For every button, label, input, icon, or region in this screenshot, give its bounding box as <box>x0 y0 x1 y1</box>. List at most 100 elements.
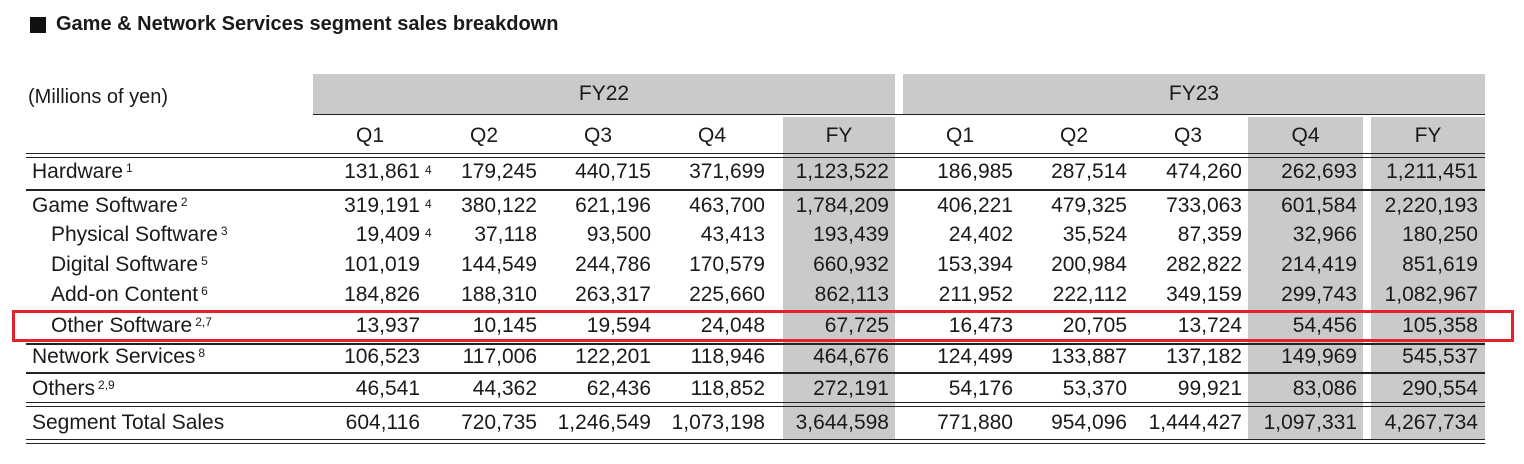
table-cell: 180,250 <box>1348 222 1478 248</box>
row-label-text: Add-on Content <box>51 283 199 306</box>
footnote-marker: 4 <box>425 226 432 240</box>
table-cell: 440,715 <box>521 159 651 185</box>
table-cell: 211,952 <box>883 282 1013 308</box>
table-cell: 545,537 <box>1348 344 1478 370</box>
cell-value: 474,260 <box>1166 160 1242 183</box>
row-label: Digital Software 5 <box>51 252 208 278</box>
cell-value: 149,969 <box>1281 345 1357 368</box>
footnote-marker: 4 <box>425 197 432 211</box>
cell-value: 19,594 <box>586 314 651 337</box>
cell-value: 1,097,331 <box>1263 411 1357 434</box>
cell-value: 222,112 <box>1052 283 1127 306</box>
table-cell: 1,246,549 <box>521 410 651 436</box>
highlight-box <box>12 310 1514 342</box>
cell-value: 406,221 <box>937 194 1013 217</box>
row-label-text: Game Software <box>32 194 178 217</box>
table-cell: 1,784,209 <box>759 193 889 219</box>
cell-value: 263,317 <box>575 283 651 306</box>
table-cell: 463,700 <box>635 193 765 219</box>
header-rule <box>313 114 1485 115</box>
col-header-fy23-q3: Q3 <box>1173 124 1202 147</box>
table-bottom-rule <box>26 439 1485 444</box>
cell-value: 2,220,193 <box>1384 194 1478 217</box>
table-cell: 10,145 <box>407 313 537 339</box>
col-header-fy22-q4: Q4 <box>697 124 726 147</box>
table-cell: 1,082,967 <box>1348 282 1478 308</box>
footnote-marker: 3 <box>220 224 228 238</box>
table-cell: 186,985 <box>883 159 1013 185</box>
table-cell: 137,182 <box>1112 344 1242 370</box>
row-label: Network Services 8 <box>32 344 205 370</box>
table-cell: 225,660 <box>635 282 765 308</box>
row-label: Other Software 2,7 <box>51 313 212 339</box>
cell-value: 67,725 <box>824 314 889 337</box>
cell-value: 13,724 <box>1177 314 1242 337</box>
table-cell: 19,409 4 <box>290 222 432 248</box>
footnote-marker: 1 <box>126 161 133 175</box>
table-cell: 24,402 <box>883 222 1013 248</box>
table-cell: 1,073,198 <box>635 410 765 436</box>
cell-value: 1,082,967 <box>1384 283 1478 306</box>
cell-value: 62,436 <box>586 377 651 400</box>
table-cell: 54,456 <box>1227 313 1357 339</box>
cell-value: 1,123,522 <box>795 160 889 183</box>
table-cell: 262,693 <box>1227 159 1357 185</box>
row-label: Segment Total Sales <box>32 410 224 436</box>
table-cell: 35,524 <box>997 222 1127 248</box>
table-cell: 1,211,451 <box>1348 159 1478 185</box>
cell-value: 349,159 <box>1166 283 1242 306</box>
col-header-fy22-q1: Q1 <box>355 124 384 147</box>
table-cell: 214,419 <box>1227 252 1357 278</box>
table-cell: 37,118 <box>407 222 537 248</box>
cell-value: 720,735 <box>461 411 537 434</box>
row-label: Add-on Content 6 <box>51 282 208 308</box>
cell-value: 24,402 <box>948 223 1013 246</box>
table-cell: 3,644,598 <box>759 410 889 436</box>
cell-value: 601,584 <box>1281 194 1357 217</box>
cell-value: 179,245 <box>461 160 537 183</box>
cell-value: 124,499 <box>937 345 1013 368</box>
table-cell: 13,937 <box>290 313 420 339</box>
table-cell: 101,019 <box>290 252 420 278</box>
table-cell: 851,619 <box>1348 252 1478 278</box>
fy22-header: FY22 <box>578 82 630 105</box>
cell-value: 862,113 <box>814 283 889 306</box>
col-header-fy23-q4: Q4 <box>1291 124 1320 147</box>
table-cell: 184,826 <box>290 282 420 308</box>
cell-value: 244,786 <box>575 253 651 276</box>
table-cell: 660,932 <box>759 252 889 278</box>
column-header-rule <box>26 153 1485 158</box>
table-cell: 282,822 <box>1112 252 1242 278</box>
table-cell: 733,063 <box>1112 193 1242 219</box>
table-cell: 771,880 <box>883 410 1013 436</box>
row-rule-software <box>26 343 1485 345</box>
table-cell: 604,116 <box>290 410 420 436</box>
table-cell: 862,113 <box>759 282 889 308</box>
fy23-header: FY23 <box>1168 82 1220 105</box>
cell-value: 137,182 <box>1166 345 1242 368</box>
cell-value: 954,096 <box>1051 411 1127 434</box>
table-cell: 263,317 <box>521 282 651 308</box>
table-cell: 13,724 <box>1112 313 1242 339</box>
table-cell: 46,541 <box>290 376 420 402</box>
table-cell: 200,984 <box>997 252 1127 278</box>
cell-value: 46,541 <box>355 377 420 400</box>
cell-value: 10,145 <box>472 314 537 337</box>
table-cell: 67,725 <box>759 313 889 339</box>
cell-value: 54,176 <box>948 377 1013 400</box>
table-cell: 287,514 <box>997 159 1127 185</box>
cell-value: 20,705 <box>1062 314 1127 337</box>
fy22-total-column-shade <box>783 117 895 439</box>
row-label-text: Physical Software <box>51 223 218 246</box>
cell-value: 440,715 <box>575 160 651 183</box>
table-cell: 131,861 4 <box>290 159 432 185</box>
table-cell: 464,676 <box>759 344 889 370</box>
cell-value: 272,191 <box>813 377 889 400</box>
table-cell: 43,413 <box>635 222 765 248</box>
cell-value: 54,456 <box>1292 314 1357 337</box>
cell-value: 214,419 <box>1281 253 1357 276</box>
row-label-text: Network Services <box>32 345 196 368</box>
row-rule-hardware <box>26 189 1485 191</box>
table-cell: 83,086 <box>1227 376 1357 402</box>
table-cell: 16,473 <box>883 313 1013 339</box>
